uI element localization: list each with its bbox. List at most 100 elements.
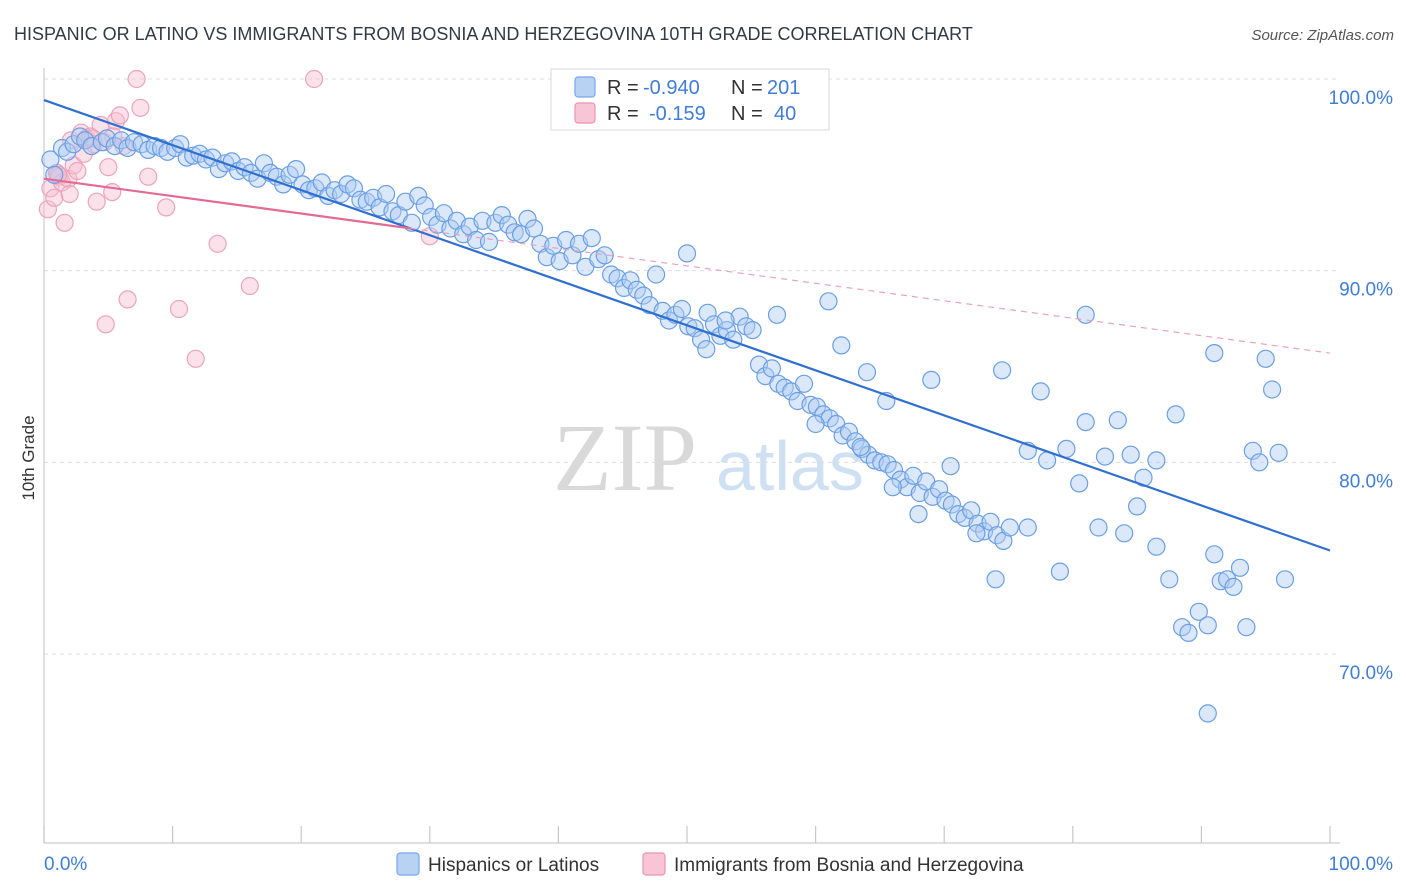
data-point-hispanic xyxy=(1115,524,1134,543)
y-tick-label: 70.0% xyxy=(1339,663,1393,684)
trend-line-hispanic xyxy=(43,99,1331,552)
data-point-hispanic xyxy=(851,437,870,457)
data-point-hispanic xyxy=(415,196,434,215)
data-point-bosnia xyxy=(110,106,130,125)
trend-lines xyxy=(43,99,1331,552)
data-point-bosnia xyxy=(118,290,137,309)
data-point-hispanic xyxy=(942,495,962,514)
data-point-hispanic xyxy=(1262,380,1282,399)
data-point-hispanic xyxy=(697,340,716,359)
data-point-hispanic xyxy=(1166,405,1185,424)
data-point-hispanic xyxy=(846,432,865,451)
data-point-hispanic xyxy=(287,160,306,179)
data-point-hispanic xyxy=(595,246,614,265)
legend-swatch-hispanic xyxy=(396,852,420,876)
trend-line-bosnia xyxy=(43,177,411,230)
data-point-hispanic xyxy=(743,321,762,340)
data-point-hispanic xyxy=(1000,518,1019,537)
data-point-hispanic xyxy=(839,422,859,441)
data-point-bosnia xyxy=(127,69,146,89)
data-point-hispanic xyxy=(621,271,640,290)
data-point-hispanic xyxy=(1179,623,1198,643)
data-point-hispanic xyxy=(499,215,518,234)
y-tick-label: 100.0% xyxy=(1329,88,1394,109)
legend-swatch-bosnia xyxy=(642,852,666,876)
data-point-hispanic xyxy=(698,303,717,322)
stats-legend-swatch-bosnia xyxy=(574,102,596,124)
data-point-hispanic xyxy=(344,179,363,198)
data-point-hispanic xyxy=(1230,558,1250,577)
data-point-hispanic xyxy=(1108,411,1127,430)
data-point-hispanic xyxy=(1018,518,1037,537)
data-point-hispanic xyxy=(986,570,1005,589)
data-point-hispanic xyxy=(1237,618,1256,637)
data-point-hispanic xyxy=(1121,445,1140,464)
data-point-hispanic xyxy=(1076,305,1095,324)
data-point-hispanic xyxy=(97,129,117,148)
x-tick-label-max: 100.0% xyxy=(1329,854,1394,875)
data-point-hispanic xyxy=(819,292,838,311)
data-point-hispanic xyxy=(967,524,986,543)
data-point-bosnia xyxy=(157,198,176,217)
data-point-hispanic xyxy=(806,414,825,434)
stats-n-value-2: 40 xyxy=(774,103,796,125)
series-hispanic-points xyxy=(41,127,1295,723)
axes: 70.0% 80.0% 90.0% 100.0% 0.0% 100.0% xyxy=(43,68,1394,875)
data-point-hispanic xyxy=(518,209,537,228)
data-point-hispanic xyxy=(832,336,851,355)
data-point-hispanic xyxy=(801,395,820,414)
data-point-hispanic xyxy=(992,361,1012,380)
stats-n-label-2: N = xyxy=(731,103,763,125)
data-point-hispanic xyxy=(929,480,949,499)
data-point-hispanic xyxy=(409,186,428,205)
stats-n-value-1: 201 xyxy=(767,77,800,99)
data-point-hispanic xyxy=(1198,704,1217,723)
data-point-hispanic xyxy=(492,206,511,225)
data-point-hispanic xyxy=(716,311,735,330)
data-point-hispanic xyxy=(1269,443,1288,462)
data-point-bosnia xyxy=(240,276,259,296)
data-point-hispanic xyxy=(767,305,787,324)
stats-n-label-1: N = xyxy=(731,77,763,99)
data-point-hispanic xyxy=(57,142,77,161)
data-point-hispanic xyxy=(1089,518,1108,537)
data-point-hispanic xyxy=(1205,545,1224,564)
data-point-bosnia xyxy=(131,98,150,117)
data-point-hispanic xyxy=(634,286,653,305)
data-point-bosnia xyxy=(60,184,79,204)
x-tick-label-min: 0.0% xyxy=(44,854,87,875)
data-point-hispanic xyxy=(1160,570,1179,589)
data-point-hispanic xyxy=(1147,537,1166,556)
stats-r-label-2: R = xyxy=(607,103,639,125)
data-point-hispanic xyxy=(1205,344,1224,363)
data-point-bosnia xyxy=(169,299,189,319)
data-point-hispanic xyxy=(794,374,814,393)
watermark-atlas: atlas xyxy=(716,427,864,505)
watermark-zip: ZIP xyxy=(553,404,697,511)
data-point-hispanic xyxy=(377,184,396,204)
data-point-hispanic xyxy=(505,223,524,242)
legend-label-hispanic: Hispanics or Latinos xyxy=(428,855,599,876)
data-point-hispanic xyxy=(909,504,928,524)
stats-r-value-2: -0.159 xyxy=(649,103,706,125)
data-point-hispanic xyxy=(1189,602,1208,621)
data-point-bosnia xyxy=(139,167,158,186)
data-point-hispanic xyxy=(677,244,697,263)
stats-legend-swatch-hispanic xyxy=(574,76,596,98)
data-point-bosnia xyxy=(38,200,58,219)
data-point-hispanic xyxy=(762,359,782,378)
data-point-hispanic xyxy=(582,229,601,248)
data-point-hispanic xyxy=(1198,616,1217,635)
data-point-hispanic xyxy=(1224,577,1243,597)
data-point-hispanic xyxy=(1275,570,1295,589)
y-tick-label: 80.0% xyxy=(1339,471,1393,492)
data-point-bosnia xyxy=(45,188,64,207)
data-point-bosnia xyxy=(99,158,118,177)
bottom-legend: Hispanics or Latinos Immigrants from Bos… xyxy=(396,852,1024,876)
data-point-bosnia xyxy=(186,349,205,368)
data-point-bosnia xyxy=(96,315,115,334)
data-point-bosnia xyxy=(68,161,87,181)
data-point-hispanic xyxy=(646,265,666,284)
chart-title: HISPANIC OR LATINO VS IMMIGRANTS FROM BO… xyxy=(14,24,973,44)
